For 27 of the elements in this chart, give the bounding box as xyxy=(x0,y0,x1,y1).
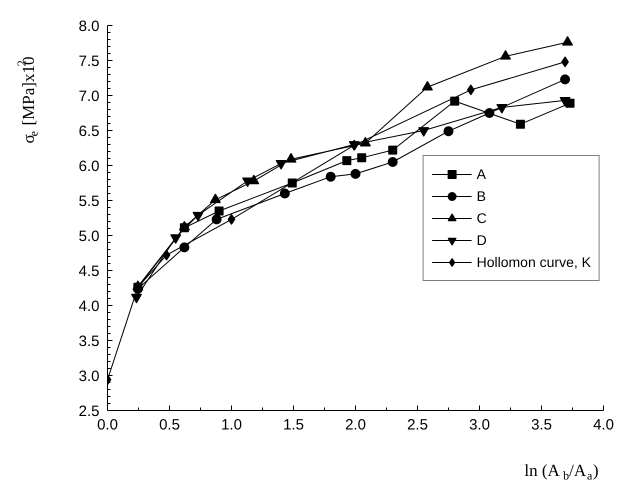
x-tick-label: 0.5 xyxy=(159,416,180,434)
y-tick-label: 6.0 xyxy=(78,158,100,175)
x-tick-label: 1.5 xyxy=(283,416,304,434)
y-tick-label: 2.5 xyxy=(78,403,100,420)
legend-label: B xyxy=(476,186,487,204)
y-tick-label: 5.0 xyxy=(78,228,100,245)
y-tick-label: 6.5 xyxy=(78,123,100,140)
x-tick-label: 4.0 xyxy=(593,416,614,434)
y-tick-label: 7.5 xyxy=(78,53,100,70)
x-tick-label: 2.0 xyxy=(345,416,366,434)
legend-label: D xyxy=(476,230,488,248)
legend-label: C xyxy=(476,208,488,226)
y-tick-label: 4.5 xyxy=(78,263,100,280)
y-tick-label: 4.0 xyxy=(78,298,100,315)
y-tick-label: 3.0 xyxy=(78,368,100,385)
x-tick-label: 3.0 xyxy=(469,416,490,434)
y-tick-label: 8.0 xyxy=(78,18,100,35)
x-tick-label: 3.5 xyxy=(531,416,552,434)
legend-label: A xyxy=(476,164,487,182)
y-tick-label: 5.5 xyxy=(78,193,100,210)
y-axis-title: σe [MPa]x102 xyxy=(14,56,40,144)
y-tick-label: 7.0 xyxy=(78,88,100,105)
y-tick-label: 3.5 xyxy=(78,333,100,350)
x-tick-label: 0.0 xyxy=(97,416,118,434)
x-tick-label: 2.5 xyxy=(407,416,428,434)
x-tick-label: 1.0 xyxy=(221,416,242,434)
legend-label: Hollomon curve, K xyxy=(476,252,591,270)
